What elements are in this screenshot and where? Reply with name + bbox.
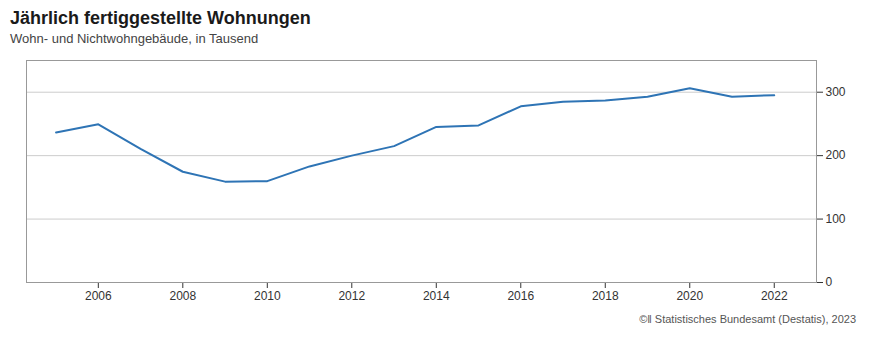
svg-text:0: 0 [826,275,833,289]
svg-text:2016: 2016 [507,289,534,303]
svg-text:2008: 2008 [169,289,196,303]
svg-text:2020: 2020 [676,289,703,303]
svg-text:2018: 2018 [592,289,619,303]
svg-text:2022: 2022 [761,289,788,303]
svg-text:300: 300 [826,85,846,99]
svg-text:2006: 2006 [85,289,112,303]
svg-text:100: 100 [826,212,846,226]
html-text:Jährlich fertiggestellte Wohnu: Jährlich fertiggestellte Wohnungen [10,8,311,28]
svg-text:200: 200 [826,148,846,162]
html-text:©‖ Statistisches Bundesamt (De: ©‖ Statistisches Bundesamt (Destatis), 2… [639,313,856,325]
svg-text:2012: 2012 [338,289,365,303]
svg-text:2014: 2014 [423,289,450,303]
html-text:Wohn- und Nichtwohngebäude, in: Wohn- und Nichtwohngebäude, in Tausend [10,31,259,46]
svg-text:2010: 2010 [254,289,281,303]
